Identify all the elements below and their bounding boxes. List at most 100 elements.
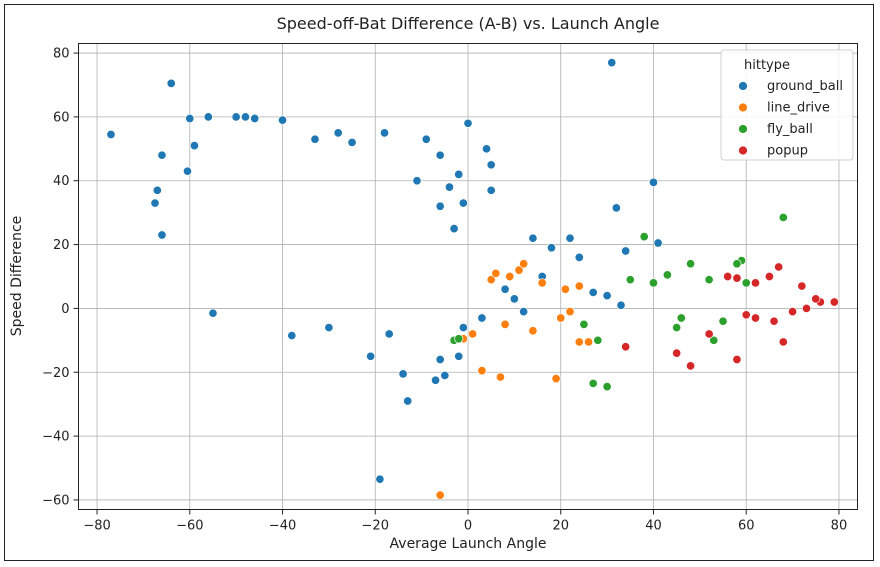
ground_ball-point <box>653 238 663 248</box>
line_drive-point <box>537 278 547 288</box>
line_drive-point <box>584 337 594 347</box>
fly_ball-point <box>718 316 728 326</box>
x-axis-ticks: −80 −60 −40 −20 0 20 40 60 80 <box>83 509 847 534</box>
ground_ball-point <box>565 233 575 243</box>
ground_ball-point <box>607 58 617 68</box>
x-axis-label: Average Launch Angle <box>390 536 547 552</box>
popup-point <box>704 329 714 339</box>
ground_ball-point <box>500 284 510 294</box>
fly_ball-point <box>778 212 788 223</box>
ground_ball-point <box>250 113 260 124</box>
legend-marker-line_drive <box>738 102 748 113</box>
line_drive-point <box>574 337 584 347</box>
ground_ball-point <box>602 291 612 301</box>
ground_ball-point <box>486 185 496 195</box>
popup-point <box>741 310 751 320</box>
ground_ball-point <box>310 134 320 144</box>
ground_ball-point <box>440 370 450 380</box>
popup-point <box>750 278 761 288</box>
ground_ball-point <box>458 198 468 208</box>
ground_ball-point <box>528 233 538 243</box>
grid-lines <box>78 43 858 510</box>
legend-marker-ground_ball <box>738 81 748 91</box>
line_drive-point <box>560 284 570 294</box>
y-axis-label: Speed Difference <box>9 216 25 337</box>
x-tick-label: 0 <box>464 519 472 534</box>
legend-label-popup: popup <box>767 144 808 159</box>
series-line_drive <box>435 259 594 500</box>
fly_ball-point <box>639 232 649 242</box>
popup-point <box>801 303 812 313</box>
ground_ball-point <box>182 166 193 176</box>
line_drive-point <box>514 265 524 275</box>
ground_ball-point <box>611 203 621 213</box>
ground_ball-point <box>157 150 167 160</box>
ground_ball-point <box>621 246 631 256</box>
fly_ball-point <box>672 323 682 333</box>
y-tick-label: 20 <box>53 238 70 253</box>
fly_ball-point <box>625 275 635 285</box>
popup-point <box>750 313 761 323</box>
ground_ball-point <box>106 129 116 140</box>
popup-point <box>829 297 839 307</box>
fly_ball-point <box>676 313 686 323</box>
popup-point <box>672 348 682 358</box>
legend-marker-popup <box>738 145 748 156</box>
ground_ball-point <box>375 474 385 484</box>
fly_ball-point <box>686 259 696 269</box>
series-ground_ball <box>106 58 663 484</box>
ground_ball-point <box>421 134 431 144</box>
x-tick-label: −20 <box>362 519 389 534</box>
line_drive-point <box>435 490 445 500</box>
ground_ball-point <box>166 78 176 88</box>
line_drive-point <box>505 271 515 282</box>
ground_ball-point <box>240 112 250 122</box>
popup-point <box>788 307 798 317</box>
scatter-chart: Speed-off-Bat Difference (A-B) vs. Launc… <box>9 14 858 552</box>
y-tick-label: −60 <box>42 493 69 508</box>
legend-title: hittype <box>744 58 790 73</box>
popup-point <box>769 316 779 326</box>
fly_ball-point <box>602 382 612 392</box>
legend-label-fly_ball: fly_ball <box>767 122 813 137</box>
ground_ball-point <box>519 307 529 317</box>
ground_ball-point <box>347 137 357 147</box>
y-axis-ticks: −60 −40 −20 0 20 40 60 80 <box>42 47 79 508</box>
line_drive-point <box>468 329 478 339</box>
ground_ball-point <box>384 329 394 339</box>
ground_ball-point <box>152 185 162 195</box>
line_drive-point <box>519 259 529 269</box>
fly_ball-point <box>732 259 742 269</box>
series-fly_ball <box>449 212 788 392</box>
fly_ball-point <box>662 270 672 280</box>
line_drive-point <box>551 374 561 384</box>
x-tick-label: −40 <box>269 519 296 534</box>
line_drive-point <box>574 281 584 291</box>
line_drive-point <box>486 275 496 285</box>
fly_ball-point <box>588 378 598 388</box>
ground_ball-point <box>477 313 487 323</box>
ground_ball-point <box>379 128 390 138</box>
y-tick-label: 0 <box>61 302 69 317</box>
fly_ball-point <box>579 319 589 329</box>
legend: hittype ground_ball line_drive fly_ballpopu… <box>720 49 854 161</box>
scatter-points <box>106 58 839 500</box>
line_drive-point <box>556 313 566 323</box>
y-tick-label: −40 <box>42 430 69 445</box>
ground_ball-point <box>412 176 422 186</box>
chart-title: Speed-off-Bat Difference (A-B) vs. Launc… <box>277 14 660 33</box>
fly_ball-point <box>454 334 464 344</box>
legend-label-ground_ball: ground_ball <box>767 79 843 94</box>
y-tick-label: −20 <box>42 366 69 381</box>
ground_ball-point <box>208 308 218 318</box>
ground_ball-point <box>616 300 626 310</box>
line_drive-point <box>491 268 501 278</box>
ground_ball-point <box>463 118 473 128</box>
line_drive-point <box>477 366 487 376</box>
ground_ball-point <box>231 112 241 122</box>
ground_ball-point <box>277 115 288 125</box>
ground_ball-point <box>449 224 459 234</box>
ground_ball-point <box>435 150 445 160</box>
ground_ball-point <box>403 396 413 406</box>
ground_ball-point <box>486 160 496 170</box>
